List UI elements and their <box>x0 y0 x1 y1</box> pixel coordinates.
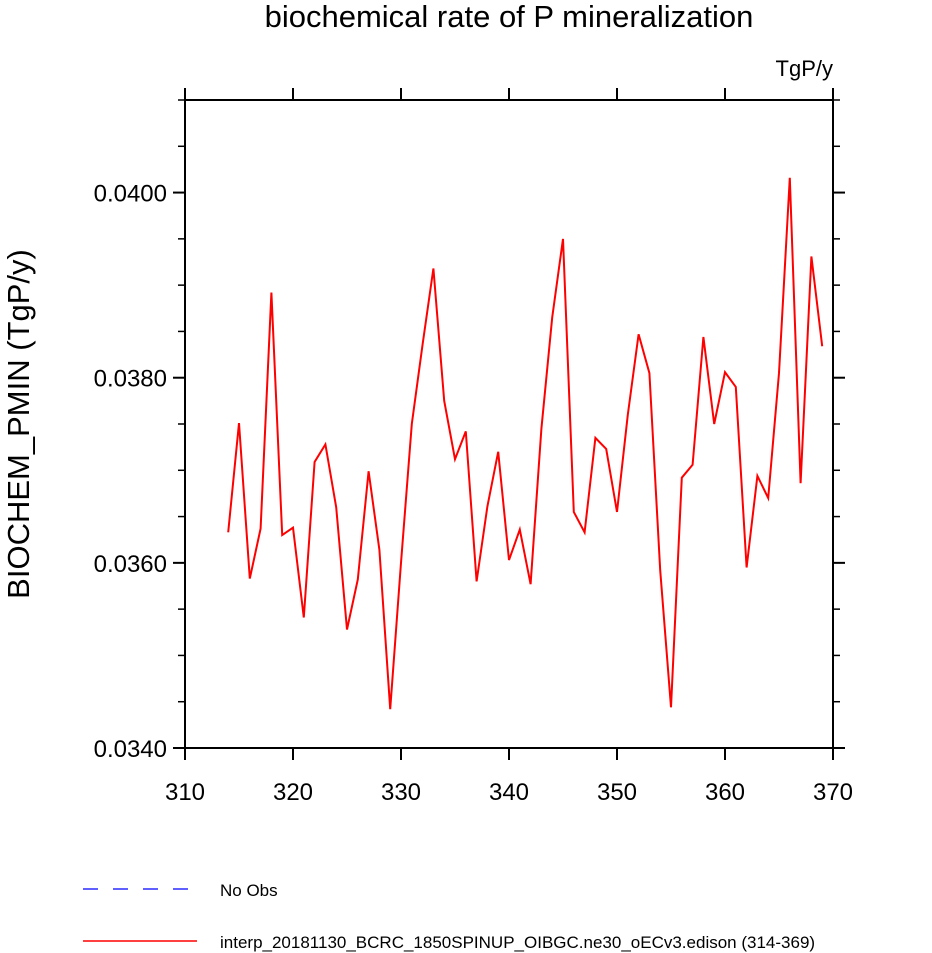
series-line-0 <box>227 177 824 710</box>
units-label: TgP/y <box>776 56 833 81</box>
x-tick-label: 320 <box>273 779 313 806</box>
plot-frame <box>184 99 834 749</box>
y-tick-label: 0.0380 <box>94 366 167 393</box>
y-tick-label: 0.0360 <box>94 551 167 578</box>
legend-label-model-run: interp_20181130_BCRC_1850SPINUP_OIBGC.ne… <box>220 933 815 952</box>
legend-label-no-obs: No Obs <box>220 881 278 900</box>
chart-title: biochemical rate of P mineralization <box>265 0 754 34</box>
x-tick-label: 310 <box>165 779 205 806</box>
x-tick-label: 330 <box>381 779 421 806</box>
y-tick-label: 0.0400 <box>94 181 167 208</box>
x-tick-label: 360 <box>705 779 745 806</box>
x-tick-label: 370 <box>813 779 853 806</box>
y-axis-label: BIOCHEM_PMIN (TgP/y) <box>1 249 36 599</box>
x-tick-label: 350 <box>597 779 637 806</box>
y-tick-label: 0.0340 <box>94 736 167 763</box>
legend: No Obs interp_20181130_BCRC_1850SPINUP_O… <box>83 881 815 952</box>
x-tick-label: 340 <box>489 779 529 806</box>
